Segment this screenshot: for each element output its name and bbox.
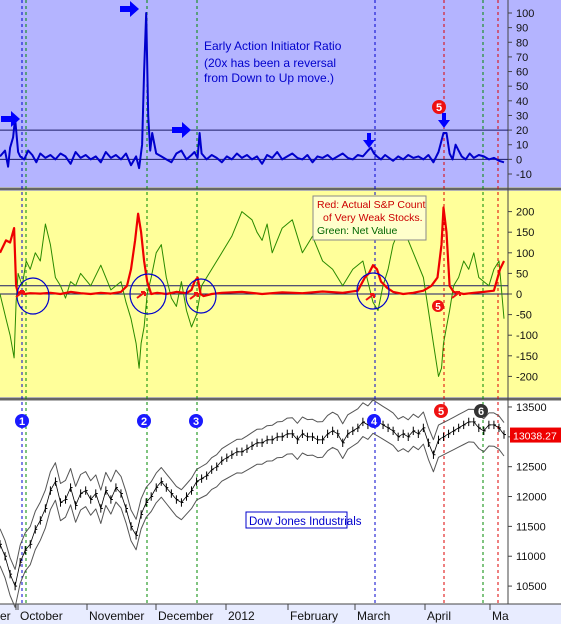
middle-axis-ytick-label-0: 200 xyxy=(516,207,534,219)
middle-axis-ytick-label-2: 100 xyxy=(516,248,534,260)
top-axis-ytick-label-6: 40 xyxy=(516,96,528,108)
middle-axis-ytick-label-7: -150 xyxy=(516,351,538,363)
event-marker-3 xyxy=(189,414,203,428)
middle-axis-ytick-label-5: -50 xyxy=(516,310,532,322)
x-tick-label-2: November xyxy=(89,609,144,623)
arrow-down-icon-1 xyxy=(363,133,375,148)
top-annotation-line-1: (20x has been a reversal xyxy=(204,56,336,70)
x-tick-label-7: April xyxy=(427,609,451,623)
top-annotation-line-2: from Down to Up move.) xyxy=(204,71,334,85)
middle-axis-ytick-label-8: -200 xyxy=(516,371,538,383)
event-marker-label-2: 2 xyxy=(141,416,147,428)
middle-marker-circle xyxy=(432,300,444,312)
event-marker-6 xyxy=(474,404,488,418)
lower-band-line xyxy=(0,432,505,608)
highlight-circle-3 xyxy=(185,278,217,314)
event-marker-label-3: 3 xyxy=(193,416,199,428)
middle-axis-ytick-label-6: -100 xyxy=(516,330,538,342)
x-tick-label-6: March xyxy=(357,609,390,623)
top-axis-ytick-label-4: 60 xyxy=(516,67,528,79)
x-tick-label-4: 2012 xyxy=(228,609,255,623)
event-marker-label-4: 4 xyxy=(371,416,378,428)
red-arrow-icon-3 xyxy=(189,292,199,300)
event-marker-1 xyxy=(15,414,29,428)
red-arrow-icon-2 xyxy=(136,291,146,299)
event-marker-5 xyxy=(434,404,448,418)
top-annotation-line-0: Early Action Initiator Ratio xyxy=(204,39,342,53)
arrow-down-icon-2 xyxy=(438,113,450,128)
middle-axis-ytick-label-1: 150 xyxy=(516,227,534,239)
highlight-circle-2 xyxy=(129,273,167,315)
last-value-tag xyxy=(510,427,561,443)
top-axis-ytick-label-7: 30 xyxy=(516,110,528,122)
arrow-right-icon-1 xyxy=(1,111,20,127)
arrow-right-icon-2 xyxy=(120,1,139,17)
top-axis-ytick-label-9: 10 xyxy=(516,140,528,152)
event-marker-label-1: 1 xyxy=(19,416,25,428)
bottom-axis-ytick-label-5: 11000 xyxy=(516,551,546,563)
red-arrow-icon-5 xyxy=(451,291,461,299)
x-tick-label-0: er xyxy=(0,609,11,623)
net-value-line xyxy=(0,211,505,377)
top-axis-ytick-label-8: 20 xyxy=(516,125,528,137)
x-tick-label-3: December xyxy=(158,609,213,623)
middle-legend-line-0: Red: Actual S&P Count xyxy=(317,199,425,211)
event-marker-4 xyxy=(367,414,381,428)
middle-marker-label: 5 xyxy=(435,302,441,313)
bottom-title-box xyxy=(245,511,348,529)
sp-weak-count-line xyxy=(0,206,505,298)
top-axis-ytick-label-5: 50 xyxy=(516,81,528,93)
top-axis-ytick-label-0: 100 xyxy=(516,8,534,20)
top-axis-ytick-label-11: -10 xyxy=(516,169,532,181)
last-value-label: 13038.27 xyxy=(513,431,557,443)
red-arrow-icon-4 xyxy=(365,293,375,301)
middle-legend-line-1: of Very Weak Stocks. xyxy=(323,212,423,224)
early-action-ratio-line xyxy=(0,12,505,170)
top-axis-ytick-label-3: 70 xyxy=(516,52,528,64)
top-axis-ytick-label-1: 90 xyxy=(516,23,528,35)
arrow-right-icon-3 xyxy=(172,122,191,138)
red-arrow-icon-1 xyxy=(15,290,25,298)
bottom-axis-ytick-label-3: 12000 xyxy=(516,492,547,504)
top-axis-ytick-label-10: 0 xyxy=(516,154,522,166)
event-marker-2 xyxy=(137,414,151,428)
x-axis-background xyxy=(0,604,561,624)
bottom-axis-ytick-label-6: 10500 xyxy=(516,581,547,593)
bottom-axis-ytick-label-4: 11500 xyxy=(516,521,546,533)
event-marker-label-6: 6 xyxy=(478,406,484,418)
middle-legend-line-2: Green: Net Value xyxy=(317,225,398,237)
middle-axis-ytick-label-4: 0 xyxy=(516,289,522,301)
event-marker-label-5: 5 xyxy=(438,406,444,418)
x-tick-label-8: Ma xyxy=(492,609,509,623)
top-marker-circle xyxy=(432,100,446,114)
top-axis-ytick-label-2: 80 xyxy=(516,37,528,49)
bottom-panel-background xyxy=(0,401,561,604)
bottom-axis-ytick-label-2: 12500 xyxy=(516,462,547,474)
upper-band-line xyxy=(0,399,505,570)
x-tick-label-1: October xyxy=(20,609,63,623)
bottom-chart-title: Dow Jones Industrials xyxy=(249,516,362,528)
middle-axis-ytick-label-3: 50 xyxy=(516,268,528,280)
middle-legend-box xyxy=(312,195,427,241)
x-tick-label-5: February xyxy=(290,609,338,623)
dow-jones-line xyxy=(0,418,505,587)
bottom-axis-ytick-label-0: 13500 xyxy=(516,402,547,414)
top-marker-label: 5 xyxy=(436,102,442,114)
highlight-circle-4 xyxy=(356,272,390,310)
